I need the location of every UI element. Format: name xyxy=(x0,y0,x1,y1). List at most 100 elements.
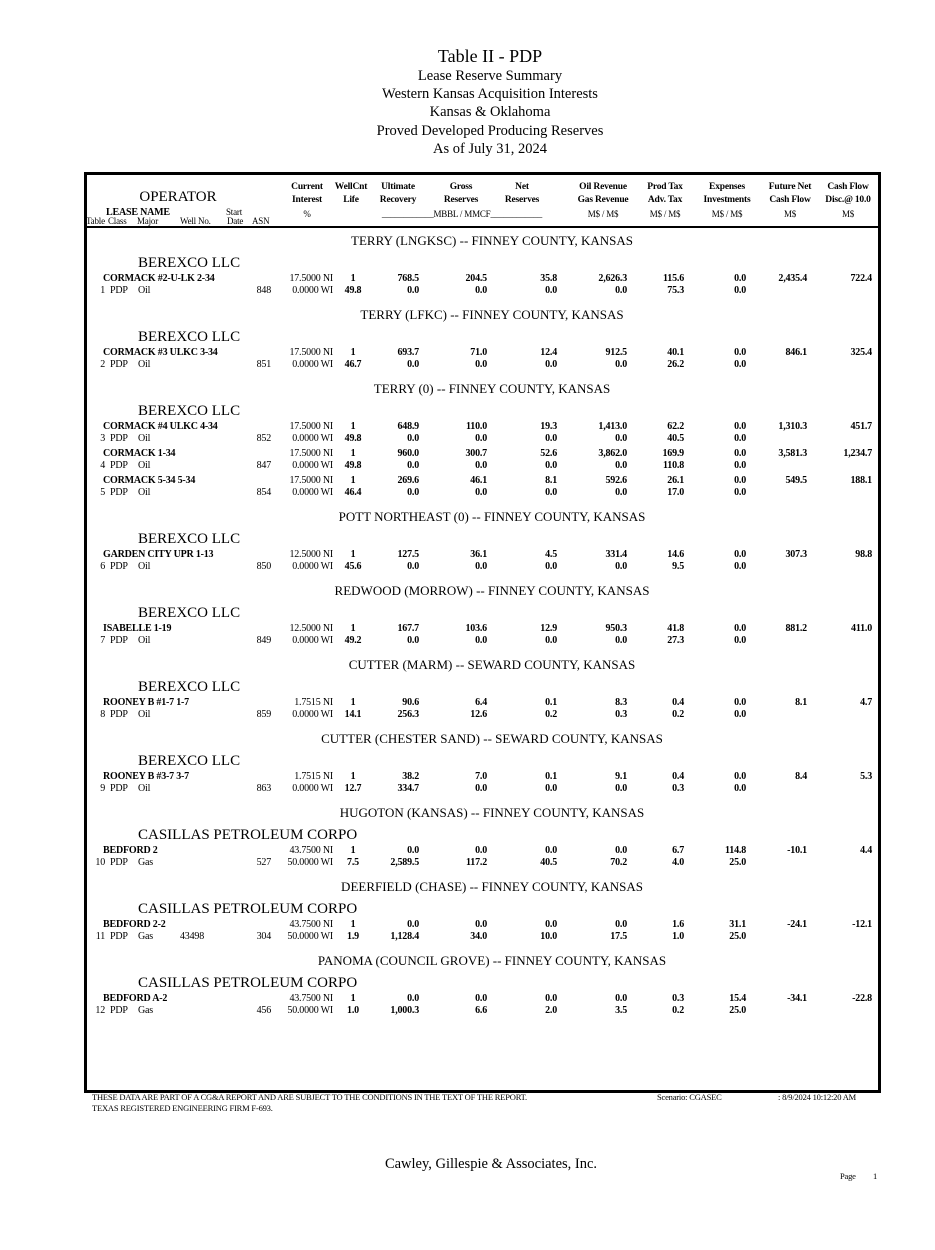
gross-reserves-line1: 204.5 xyxy=(465,273,487,284)
ultimate-recovery-line2: 0.0 xyxy=(407,561,419,572)
discounted-cash-flow: 4.7 xyxy=(860,697,872,708)
major-product: Oil xyxy=(138,460,151,471)
revenue-line2: 17.5 xyxy=(610,931,627,942)
taxes-line1: 40.1 xyxy=(667,347,684,358)
ultimate-recovery-line1: 768.5 xyxy=(397,273,419,284)
expenses-investments-line1: 0.0 xyxy=(734,549,746,560)
life-years: 49.8 xyxy=(344,460,362,471)
prod-tax-header: Prod Tax xyxy=(647,182,683,192)
taxes-line2: 27.3 xyxy=(667,635,684,646)
working-interest: 0.0000 WI xyxy=(292,635,333,646)
future-net-cash-flow: 846.1 xyxy=(785,347,807,358)
reserve-class: PDP xyxy=(110,285,128,296)
gross-reserves-line1: 110.0 xyxy=(466,421,487,432)
future-net-cash-flow: 2,435.4 xyxy=(778,273,807,284)
field-title: TERRY (LFKC) -- FINNEY COUNTY, KANSAS xyxy=(360,307,624,322)
ultimate-recovery-line1: 167.7 xyxy=(397,623,419,634)
reserve-class: PDP xyxy=(110,433,128,444)
taxes-line2: 110.8 xyxy=(663,460,684,471)
taxes-line1: 1.6 xyxy=(672,919,684,930)
gross-reserves-line2: 0.0 xyxy=(475,433,487,444)
net-reserves-line2: 0.0 xyxy=(545,285,557,296)
interest-header: Interest xyxy=(292,195,322,205)
future-net-header: Future Net xyxy=(768,182,812,192)
reserve-class: PDP xyxy=(110,635,128,646)
taxes-line1: 0.4 xyxy=(672,771,684,782)
lease-name: CORMACK #2-U-LK 2-34 xyxy=(103,273,215,284)
gross-reserves-line1: 103.6 xyxy=(465,623,487,634)
net-reserves-line1: 19.3 xyxy=(540,421,557,432)
field-title: HUGOTON (KANSAS) -- FINNEY COUNTY, KANSA… xyxy=(339,805,645,820)
net-interest: 17.5000 NI xyxy=(289,273,333,284)
asn-value: 304 xyxy=(256,931,272,942)
discounted-cash-flow: 325.4 xyxy=(850,347,872,358)
expenses-investments-line2: 25.0 xyxy=(729,857,746,868)
report-date: As of July 31, 2024 xyxy=(433,141,547,157)
net-interest: 43.7500 NI xyxy=(289,919,333,930)
taxes-line1: 115.6 xyxy=(663,273,684,284)
net-reserves-line1: 0.0 xyxy=(545,993,557,1004)
net-reserves-line2: 40.5 xyxy=(540,857,557,868)
taxes-line1: 169.9 xyxy=(662,448,684,459)
major-product: Oil xyxy=(138,561,151,572)
revenue-line1: 0.0 xyxy=(615,993,627,1004)
reserve-class: PDP xyxy=(110,359,128,370)
table-frame xyxy=(84,172,881,1093)
taxes-line1: 6.7 xyxy=(672,845,684,856)
field-title: TERRY (0) -- FINNEY COUNTY, KANSAS xyxy=(373,381,611,396)
gross-reserves-line1: 0.0 xyxy=(475,993,487,1004)
life-years: 46.7 xyxy=(344,359,362,370)
expenses-investments-line2: 0.0 xyxy=(734,783,746,794)
life-years: 1.0 xyxy=(347,1005,359,1016)
taxes-line1: 26.1 xyxy=(667,475,684,486)
reserve-class: PDP xyxy=(110,561,128,572)
net-reserves-line1: 0.0 xyxy=(545,845,557,856)
class-col-header: Class xyxy=(108,216,127,226)
asn-value: 527 xyxy=(256,857,272,868)
future-net-cash-flow: 549.5 xyxy=(785,475,807,486)
gross-reserves-line1: 36.1 xyxy=(470,549,487,560)
table-number: 6 xyxy=(100,561,105,572)
ultimate-recovery-line2: 1,128.4 xyxy=(390,931,419,942)
net-reserves-line2: 0.0 xyxy=(545,635,557,646)
discounted-cash-flow: -12.1 xyxy=(852,919,872,930)
field-title: POTT NORTHEAST (0) -- FINNEY COUNTY, KAN… xyxy=(338,509,646,524)
lease-name: GARDEN CITY UPR 1-13 xyxy=(103,549,214,560)
operator-name: BEREXCO LLC xyxy=(138,605,241,621)
taxes-line1: 0.3 xyxy=(672,993,684,1004)
start-header: Start xyxy=(226,207,242,217)
revenue-units: M$ / M$ xyxy=(587,209,619,219)
revenue-line2: 0.0 xyxy=(615,783,627,794)
net-reserves-line2: 0.0 xyxy=(545,561,557,572)
footer-disclaimer: THESE DATA ARE PART OF A CG&A REPORT AND… xyxy=(92,1092,527,1102)
table-number: 12 xyxy=(95,1005,105,1016)
operator-name: BEREXCO LLC xyxy=(138,753,241,769)
net-reserves-line2: 0.0 xyxy=(545,359,557,370)
reserve-class: PDP xyxy=(110,460,128,471)
taxes-line2: 0.3 xyxy=(672,783,684,794)
well-count: 1 xyxy=(350,623,356,634)
discounted-cash-flow: 188.1 xyxy=(850,475,872,486)
company-name: Cawley, Gillespie & Associates, Inc. xyxy=(384,1156,598,1172)
well-count: 1 xyxy=(350,347,356,358)
gross-reserves-line2: 0.0 xyxy=(475,285,487,296)
ultimate-recovery-line2: 1,000.3 xyxy=(390,1005,419,1016)
expenses-investments-line2: 0.0 xyxy=(734,561,746,572)
gross-reserves-line2: 0.0 xyxy=(475,460,487,471)
gas-revenue-header: Gas Revenue xyxy=(577,195,629,205)
net-reserves-line2: 0.2 xyxy=(545,709,557,720)
discounted-cash-flow: 5.3 xyxy=(860,771,872,782)
gross-reserves-line2: 0.0 xyxy=(475,783,487,794)
report-entity: Western Kansas Acquisition Interests xyxy=(382,86,598,102)
net-reserves-line2: 2.0 xyxy=(545,1005,557,1016)
future-net-cash-flow: 8.1 xyxy=(795,697,807,708)
expenses-investments-line1: 31.1 xyxy=(729,919,746,930)
net-reserves-line1: 35.8 xyxy=(540,273,557,284)
life-header: Life xyxy=(343,195,359,205)
revenue-line2: 0.0 xyxy=(615,487,627,498)
operator-name: BEREXCO LLC xyxy=(138,403,241,419)
major-product: Oil xyxy=(138,783,151,794)
gross-reserves-line1: 46.1 xyxy=(470,475,487,486)
net-reserves-line1: 52.6 xyxy=(540,448,557,459)
field-title: PANOMA (COUNCIL GROVE) -- FINNEY COUNTY,… xyxy=(317,953,667,968)
